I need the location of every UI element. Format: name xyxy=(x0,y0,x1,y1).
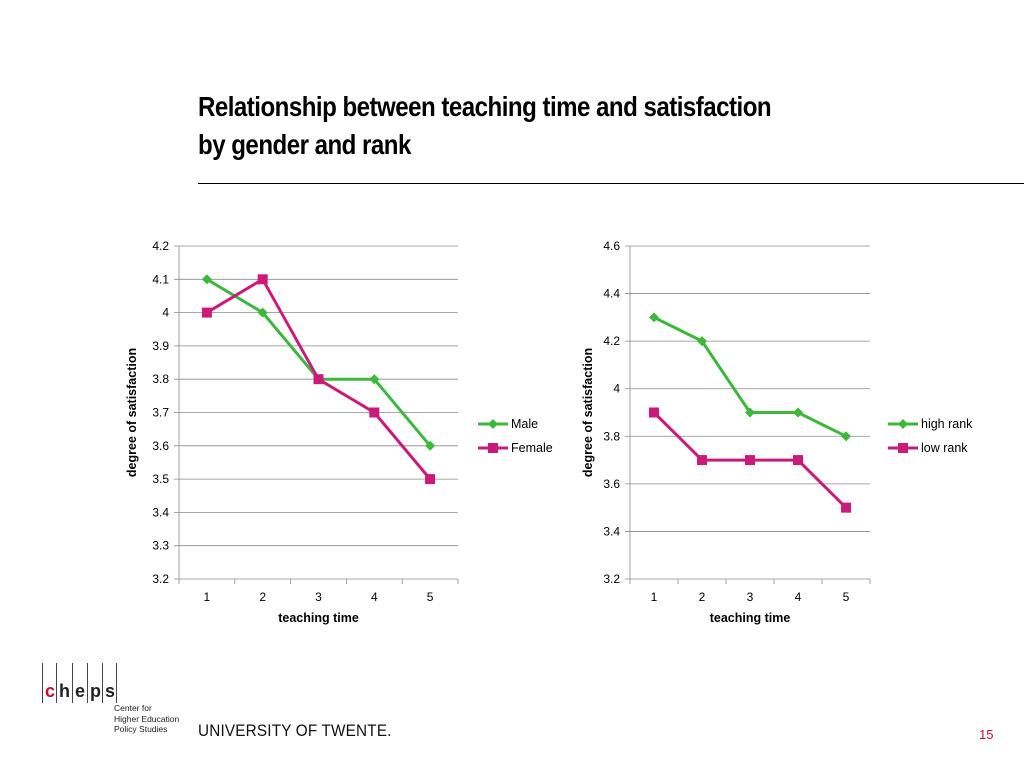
y-tick-label: 4.2 xyxy=(152,239,169,253)
legend-swatch-marker xyxy=(488,443,498,453)
data-point xyxy=(369,374,380,385)
data-point xyxy=(425,474,436,485)
cheps-subtitle-line: Center for xyxy=(114,703,152,713)
x-tick-label: 4 xyxy=(795,590,802,604)
legend-label: Male xyxy=(511,417,538,431)
logo-divider xyxy=(56,663,57,703)
logo-divider xyxy=(116,663,117,703)
x-tick-label: 2 xyxy=(259,590,266,604)
y-tick-label: 3.2 xyxy=(152,572,169,586)
legend-item: Male xyxy=(478,417,538,431)
chart-gender: 3.2 3.3 3.4 3.5 3.6 3.7 3.8 3.9 4 4.1 4.2 1 2 3 4 5 teac… xyxy=(110,228,570,638)
x-tick-label: 4 xyxy=(371,590,378,604)
data-point xyxy=(649,407,659,418)
y-tick-label: 4 xyxy=(162,306,169,320)
y-tick-label: 3.5 xyxy=(152,472,169,486)
series-line-male xyxy=(206,278,432,447)
y-tick-label: 3.6 xyxy=(152,439,169,453)
y-axis-title: degree of satisfaction xyxy=(581,348,595,477)
x-axis-title: teaching time xyxy=(710,611,791,625)
data-point xyxy=(201,274,212,285)
y-axis-title: degree of satisfaction xyxy=(125,348,139,477)
legend-swatch-marker xyxy=(898,419,908,429)
legend-swatch-marker xyxy=(898,443,908,453)
data-point xyxy=(425,440,436,451)
data-point xyxy=(793,407,803,418)
x-tick-label: 3 xyxy=(747,590,754,604)
y-tick-label: 3.3 xyxy=(152,539,169,553)
legend-item: Female xyxy=(478,441,553,455)
data-point xyxy=(257,307,268,318)
slide-title-line-1: Relationship between teaching time and s… xyxy=(198,91,772,122)
x-tick-label: 2 xyxy=(699,590,706,604)
data-point xyxy=(649,312,659,323)
chart-svg: 3.2 3.4 3.6 3.8 4 4.2 4.4 4.6 1 2 3 4 5 teaching time… xyxy=(581,239,973,625)
legend-item: high rank xyxy=(888,417,973,431)
data-point xyxy=(313,374,324,385)
title-divider xyxy=(198,183,1024,184)
logo-letter: p xyxy=(90,681,101,701)
logo-divider xyxy=(42,663,43,703)
x-axis-title: teaching time xyxy=(278,611,359,625)
x-tick-label: 1 xyxy=(204,590,211,604)
x-tick-label: 3 xyxy=(315,590,322,604)
y-tick-label: 3.2 xyxy=(603,572,620,586)
cheps-subtitle-line: Policy Studies xyxy=(114,724,168,734)
slide-title: Relationship between teaching time and s… xyxy=(198,88,886,164)
data-point xyxy=(841,431,851,442)
cheps-logo: c h e p s Center for Higher Education Po… xyxy=(42,663,182,743)
y-tick-label: 4 xyxy=(613,382,620,396)
data-point xyxy=(745,455,755,466)
data-point xyxy=(745,407,755,418)
legend-label: Female xyxy=(511,441,553,455)
data-point xyxy=(257,274,268,285)
logo-divider xyxy=(102,663,103,703)
data-point xyxy=(201,307,212,318)
data-point xyxy=(697,336,707,347)
data-point xyxy=(697,455,707,466)
logo-letter: e xyxy=(75,681,86,701)
slide-title-line-2: by gender and rank xyxy=(198,129,411,160)
legend-swatch-marker xyxy=(488,419,498,429)
logo-letter: c xyxy=(45,681,56,701)
y-tick-label: 3.7 xyxy=(152,406,169,420)
data-point xyxy=(369,407,380,418)
chart-rank: 3.2 3.4 3.6 3.8 4 4.2 4.4 4.6 1 2 3 4 5 teaching time… xyxy=(570,228,1000,638)
y-tick-label: 4.4 xyxy=(603,287,620,301)
x-tick-label: 5 xyxy=(843,590,850,604)
logo-letter: h xyxy=(59,681,70,701)
x-tick-label: 1 xyxy=(651,590,658,604)
x-tick-label: 5 xyxy=(427,590,434,604)
university-name: UNIVERSITY OF TWENTE. xyxy=(198,721,392,740)
y-tick-label: 4.6 xyxy=(603,239,620,253)
data-point xyxy=(793,455,803,466)
page-number: 15 xyxy=(979,727,994,742)
y-tick-label: 3.4 xyxy=(152,505,169,519)
cheps-subtitle-line: Higher Education xyxy=(114,713,180,724)
logo-letter: s xyxy=(105,681,116,701)
chart-svg: 3.2 3.3 3.4 3.5 3.6 3.7 3.8 3.9 4 4.1 4.2 1 2 3 4 5 teac… xyxy=(125,239,553,625)
legend-label: low rank xyxy=(921,441,968,455)
y-tick-label: 4.2 xyxy=(603,334,620,348)
y-tick-label: 3.4 xyxy=(603,524,620,538)
y-tick-label: 3.8 xyxy=(152,372,169,386)
legend-label: high rank xyxy=(921,417,973,431)
logo-divider xyxy=(72,663,73,703)
logo-divider xyxy=(87,663,88,703)
y-tick-label: 3.9 xyxy=(152,339,169,353)
legend-item: low rank xyxy=(888,441,968,455)
y-tick-label: 4.1 xyxy=(152,272,169,286)
y-tick-label: 3.6 xyxy=(603,477,620,491)
series-line-high-rank xyxy=(653,316,847,438)
y-tick-label: 3.8 xyxy=(603,429,620,443)
cheps-subtitle: Center for Higher Education Policy Studi… xyxy=(114,703,194,735)
data-point xyxy=(841,502,851,513)
